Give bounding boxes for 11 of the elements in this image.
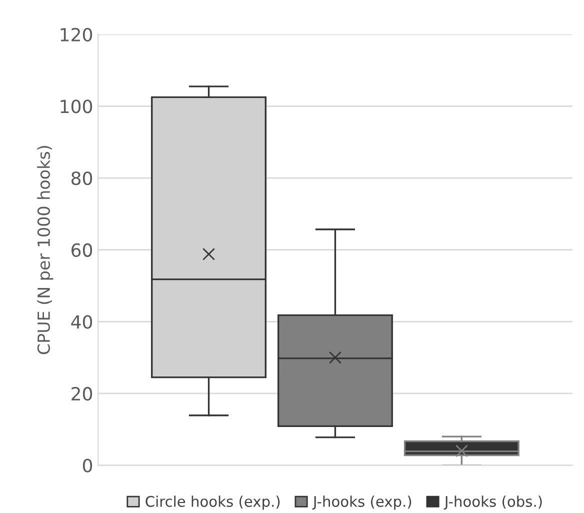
y-tick-label: 80 (72, 171, 92, 186)
y-tick-label: 20 (72, 386, 92, 401)
y-tick-label: 40 (71, 315, 92, 329)
y-tick-label: 120 (60, 28, 92, 42)
legend-label: Circle hooks (exp.) (146, 496, 280, 510)
y-tick-label: 60 (72, 243, 92, 257)
y-tick-label: 100 (60, 100, 92, 114)
y-axis-title: CPUE (N per 1000 hooks) (37, 146, 54, 354)
y-tick-label: 0 (82, 458, 92, 472)
legend-label: J-hooks (exp.) (312, 496, 412, 510)
legend-label: J-hooks (obs.) (444, 496, 542, 510)
